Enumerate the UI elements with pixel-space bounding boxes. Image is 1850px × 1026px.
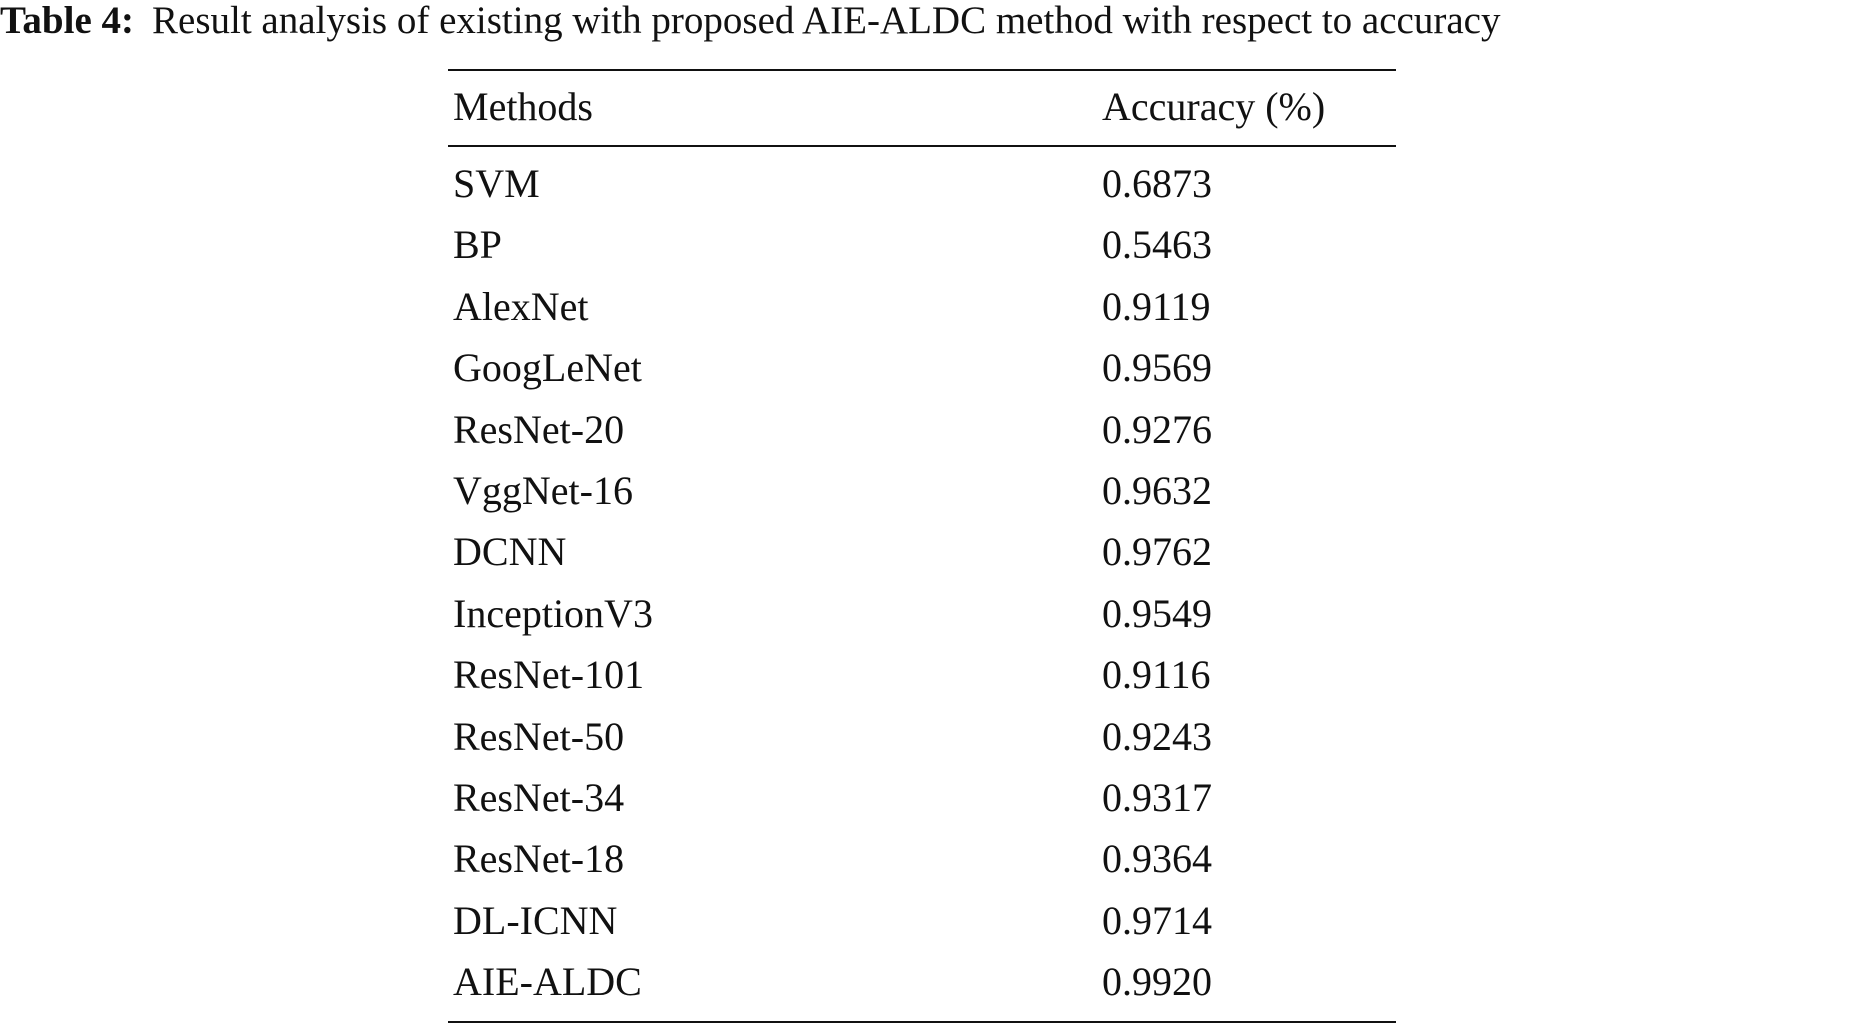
table-caption: Table 4: Result analysis of existing with… — [0, 0, 1850, 42]
header-rule — [448, 145, 1396, 147]
accuracy-cell: 0.9569 — [1102, 345, 1212, 391]
method-cell: ResNet-20 — [453, 406, 625, 452]
header-cell: Methods — [453, 84, 593, 129]
accuracy-cell: 0.9116 — [1102, 652, 1211, 698]
method-cell: BP — [453, 222, 502, 268]
method-cell: ResNet-34 — [453, 775, 625, 820]
accuracy-cell: 0.9276 — [1102, 406, 1212, 452]
top-rule — [448, 69, 1396, 71]
accuracy-cell: 0.5463 — [1102, 222, 1212, 268]
caption-text: Result analysis of existing with propose… — [152, 0, 1501, 42]
method-cell: DCNN — [453, 529, 567, 575]
method-cell: ResNet-50 — [453, 713, 625, 759]
method-cell: VggNet-16 — [453, 468, 633, 513]
header-cell: Accuracy (%) — [1102, 84, 1326, 129]
caption-label: Table 4: — [0, 0, 135, 42]
accuracy-cell: 0.9243 — [1102, 713, 1212, 759]
accuracy-cell: 0.9317 — [1102, 775, 1212, 820]
accuracy-cell: 0.9714 — [1102, 897, 1212, 943]
accuracy-cell: 0.9632 — [1102, 468, 1212, 513]
accuracy-cell: 0.6873 — [1102, 161, 1212, 206]
accuracy-cell: 0.9549 — [1102, 590, 1212, 636]
accuracy-cell: 0.9119 — [1102, 283, 1211, 329]
method-cell: ResNet-18 — [453, 836, 625, 882]
method-cell: InceptionV3 — [453, 590, 653, 636]
accuracy-cell: 0.9364 — [1102, 836, 1212, 882]
method-cell: AIE-ALDC — [453, 959, 642, 1005]
method-cell: GoogLeNet — [453, 345, 642, 391]
bottom-rule — [448, 1021, 1396, 1023]
method-cell: DL-ICNN — [453, 897, 618, 943]
method-cell: AlexNet — [453, 283, 589, 329]
method-cell: ResNet-101 — [453, 652, 645, 698]
accuracy-cell: 0.9762 — [1102, 529, 1212, 575]
accuracy-cell: 0.9920 — [1102, 959, 1212, 1005]
method-cell: SVM — [453, 161, 540, 206]
